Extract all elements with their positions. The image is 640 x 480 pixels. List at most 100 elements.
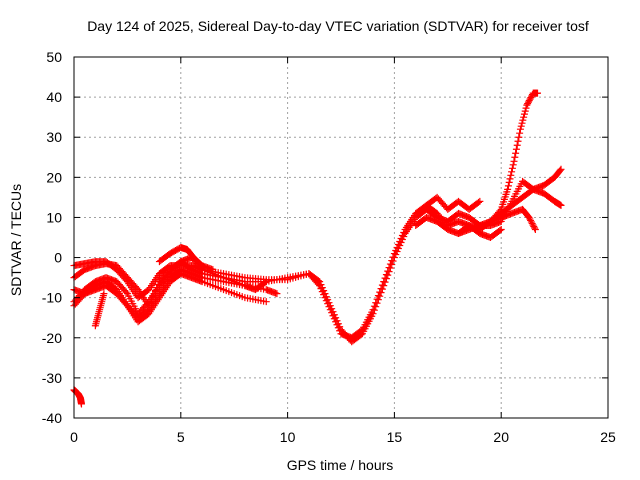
y-tick-label: 20 (46, 169, 62, 185)
data-point (320, 291, 328, 299)
data-point (507, 171, 515, 179)
y-tick-label: -10 (42, 290, 62, 306)
y-tick-label: 10 (46, 209, 62, 225)
data-point (322, 297, 330, 305)
data-point (332, 318, 340, 326)
data-point (382, 271, 390, 279)
data-point (531, 225, 539, 233)
data-point (77, 400, 85, 408)
data-point (529, 221, 537, 229)
data-point (504, 182, 512, 190)
data-point (398, 231, 406, 239)
data-point (318, 288, 326, 296)
data-point (392, 247, 400, 255)
data-point (209, 266, 217, 274)
data-point (515, 133, 523, 141)
series-track-l (422, 193, 484, 213)
data-point (397, 235, 405, 243)
data-point (512, 145, 520, 153)
data-point (496, 207, 504, 215)
data-point (122, 288, 130, 296)
data-point (317, 285, 325, 293)
y-tick-label: -40 (42, 410, 62, 426)
y-tick-label: 40 (46, 89, 62, 105)
data-point (333, 321, 341, 329)
data-point (534, 89, 542, 97)
data-point (531, 224, 539, 232)
data-point (496, 226, 504, 234)
x-tick-label: 20 (493, 429, 509, 445)
data-point (357, 327, 365, 335)
data-point (510, 157, 518, 165)
y-axis-title: SDTVAR / TECUs (8, 184, 24, 296)
x-tick-label: 15 (387, 429, 403, 445)
data-point (394, 241, 402, 249)
data-point (523, 101, 531, 109)
data-point (396, 238, 404, 246)
data-point (330, 315, 338, 323)
data-point (505, 178, 513, 186)
data-point (512, 149, 520, 157)
data-point (376, 288, 384, 296)
data-point (262, 278, 270, 286)
data-point (524, 98, 532, 106)
data-point (528, 219, 536, 227)
data-point (369, 306, 377, 314)
data-point (374, 292, 382, 300)
y-tick-label: 50 (46, 49, 62, 65)
data-point (522, 104, 530, 112)
x-tick-label: 10 (280, 429, 296, 445)
data-point (557, 201, 565, 209)
data-point (316, 282, 324, 290)
data-point (556, 166, 564, 174)
x-tick-label: 25 (600, 429, 616, 445)
series-track-e (70, 270, 270, 326)
data-point (511, 153, 519, 161)
series-track-i (487, 89, 542, 225)
data-point (326, 306, 334, 314)
data-point (386, 260, 394, 268)
data-point (373, 295, 381, 303)
data-point (328, 309, 336, 317)
data-point (514, 137, 522, 145)
y-tick-label: -30 (42, 370, 62, 386)
data-points (70, 89, 565, 408)
data-point (527, 216, 535, 224)
data-point (526, 95, 534, 103)
data-point (525, 97, 533, 105)
data-point (100, 290, 108, 298)
data-point (526, 215, 534, 223)
data-point (377, 285, 385, 293)
data-point (388, 257, 396, 265)
data-point (384, 267, 392, 275)
data-point (497, 225, 505, 233)
data-point (504, 185, 512, 193)
data-point (261, 279, 269, 287)
data-point (321, 294, 329, 302)
data-point (520, 110, 528, 118)
y-tick-label: -20 (42, 330, 62, 346)
data-point (517, 122, 525, 130)
data-point (390, 250, 398, 258)
y-tick-label: 0 (54, 250, 62, 266)
data-point (143, 299, 151, 307)
data-point (516, 129, 524, 137)
x-tick-label: 5 (177, 429, 185, 445)
data-point (520, 113, 528, 121)
series-track-k (412, 213, 505, 241)
chart-title: Day 124 of 2025, Sidereal Day-to-day VTE… (87, 18, 589, 34)
y-tick-label: 30 (46, 129, 62, 145)
data-point (557, 165, 565, 173)
data-point (372, 299, 380, 307)
data-point (524, 100, 532, 108)
data-point (476, 197, 484, 205)
axis-ticks: 0 5 10 15 20 25 -40 -30 -20 -10 0 10 20 30 40 50 (42, 49, 616, 445)
data-point (389, 253, 397, 261)
data-point (513, 141, 521, 149)
data-point (475, 198, 483, 206)
series-track-g (91, 290, 108, 330)
data-point (336, 327, 344, 335)
data-point (393, 244, 401, 252)
